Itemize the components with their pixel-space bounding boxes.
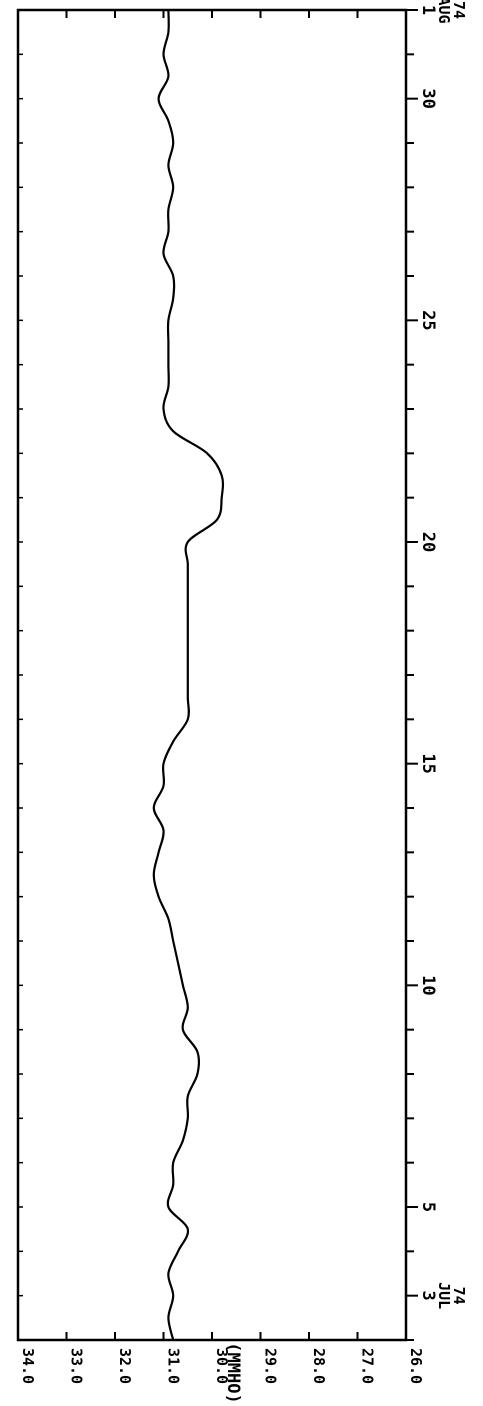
x-tick-label: 5: [418, 1202, 438, 1212]
y-tick-label: 26.0: [407, 1348, 425, 1384]
y-axis-labels: 34.0 33.0 32.0 31.0 30.0 29.0 28.0 27.0 26.0: [19, 1348, 425, 1384]
x-tick-label: 20: [418, 532, 438, 552]
x-tick-label: 25: [418, 310, 438, 330]
x-tick-sublabel: JUL: [435, 1282, 453, 1309]
y-tick-label: 31.0: [165, 1348, 183, 1384]
y-tick-label: 28.0: [310, 1348, 328, 1384]
y-tick-label: 27.0: [359, 1348, 377, 1384]
ticks: [17, 9, 418, 1341]
y-axis-label: (MMHO): [223, 1342, 243, 1403]
y-tick-label: 33.0: [68, 1348, 86, 1384]
x-tick-label: 30: [418, 88, 438, 108]
series-line: [152, 9, 225, 1341]
x-tick-label: 3: [418, 1291, 438, 1301]
x-tick-sublabel: AUG: [435, 0, 453, 24]
y-tick-label: 29.0: [262, 1348, 280, 1384]
y-tick-label: 32.0: [116, 1348, 134, 1384]
x-tick-label: 1: [418, 5, 438, 15]
x-tick-sublabel: 74: [450, 1287, 468, 1305]
y-tick-label: 30.0: [213, 1348, 231, 1384]
x-tick-sublabel: 74: [450, 1, 468, 19]
x-tick-label: 15: [418, 753, 438, 773]
x-tick-label: 10: [418, 975, 438, 995]
plot-frame: [16, 8, 408, 1342]
y-tick-label: 34.0: [19, 1348, 37, 1384]
